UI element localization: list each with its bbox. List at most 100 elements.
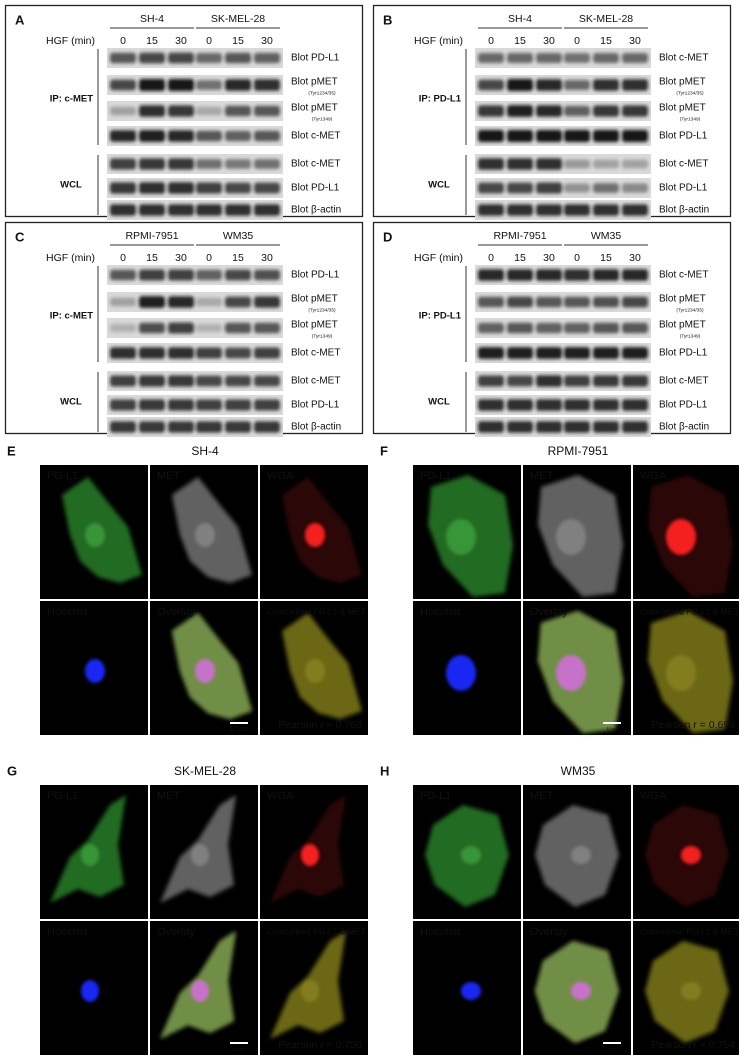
cell-line-label: WM35 bbox=[223, 230, 253, 242]
row-label: Blot pMET bbox=[659, 77, 706, 88]
channel-label: MET bbox=[530, 470, 554, 482]
blot-band bbox=[225, 79, 251, 91]
blot-band bbox=[564, 130, 590, 142]
channel-label: Overlay bbox=[530, 926, 568, 938]
timepoint-label: 0 bbox=[120, 252, 126, 264]
blot-band bbox=[168, 399, 194, 411]
blot-band bbox=[139, 322, 165, 334]
blot-band bbox=[139, 79, 165, 91]
blot-band bbox=[254, 269, 280, 281]
blot-band bbox=[110, 269, 136, 281]
timepoint-label: 15 bbox=[232, 35, 244, 47]
row-label: Blot β-actin bbox=[659, 205, 709, 216]
blot-band bbox=[478, 296, 504, 308]
cell-line-label: RPMI-7951 bbox=[125, 230, 178, 242]
nucleus bbox=[556, 519, 586, 555]
timepoint-label: 15 bbox=[600, 252, 612, 264]
blot-band bbox=[225, 105, 251, 117]
blot-band bbox=[196, 182, 222, 194]
blot-band bbox=[110, 52, 136, 64]
row-label: Blot β-actin bbox=[291, 422, 341, 433]
blot-panel: A SH-4 0 15 30 SK-MEL-28 0 15 30 HGF (min) IP: c-M… bbox=[4, 4, 364, 220]
nucleus bbox=[666, 519, 696, 555]
nucleus bbox=[85, 523, 105, 547]
blot-band bbox=[478, 105, 504, 117]
blot-band bbox=[254, 375, 280, 387]
micrograph: Overlay 10 µm bbox=[523, 601, 631, 735]
blot-band bbox=[139, 204, 165, 216]
micrograph: MET bbox=[523, 785, 631, 919]
micrograph: MET bbox=[523, 465, 631, 599]
blot-band bbox=[196, 375, 222, 387]
panel-letter: B bbox=[383, 12, 392, 27]
blot-band bbox=[593, 375, 619, 387]
blot-band bbox=[478, 399, 504, 411]
blot-band bbox=[196, 297, 222, 307]
timepoint-label: 0 bbox=[574, 252, 580, 264]
blot-band bbox=[564, 322, 590, 334]
blot-band bbox=[139, 347, 165, 359]
blot-band bbox=[478, 204, 504, 216]
micrograph: Hoechst bbox=[413, 921, 521, 1055]
channel-label: PD-L1 bbox=[420, 470, 451, 482]
blot-band bbox=[168, 347, 194, 359]
blot-band bbox=[564, 80, 590, 90]
hgf-label: HGF (min) bbox=[414, 35, 463, 47]
blot-band bbox=[478, 130, 504, 142]
blot-band bbox=[478, 158, 504, 170]
nucleus bbox=[195, 523, 215, 547]
nucleus bbox=[301, 980, 319, 1002]
scale-bar-label: 10 µm bbox=[606, 1046, 618, 1051]
blot-band bbox=[196, 347, 222, 359]
panel-letter: E bbox=[7, 443, 16, 458]
nucleus bbox=[85, 659, 105, 683]
timepoint-label: 15 bbox=[600, 35, 612, 47]
panel-title: SK-MEL-28 bbox=[174, 764, 236, 778]
blot-band bbox=[225, 347, 251, 359]
cell-line-label: SK-MEL-28 bbox=[579, 13, 633, 25]
blot-band bbox=[622, 79, 648, 91]
channel-label: MET bbox=[530, 790, 554, 802]
blot-band bbox=[110, 347, 136, 359]
row-label: Blot pMET bbox=[291, 77, 338, 88]
blot-band bbox=[622, 183, 648, 193]
blot-band bbox=[254, 296, 280, 308]
micrograph: Colocalized PD-L1 & MET Pearson r = 0.768 bbox=[260, 601, 368, 735]
blot-band bbox=[110, 421, 136, 433]
nucleus bbox=[681, 982, 701, 1000]
channel-label: WGA bbox=[640, 790, 667, 802]
row-note: (Tyr1349) bbox=[680, 333, 701, 339]
panel-title: SH-4 bbox=[191, 444, 219, 458]
timepoint-label: 0 bbox=[120, 35, 126, 47]
row-label: Blot PD-L1 bbox=[659, 131, 708, 142]
blot-band bbox=[110, 158, 136, 170]
blot-band bbox=[536, 421, 562, 433]
blot-band bbox=[196, 130, 222, 142]
row-label: Blot β-actin bbox=[659, 422, 709, 433]
micrograph: WGA bbox=[633, 785, 739, 919]
blot-band bbox=[564, 183, 590, 193]
micrograph: Hoechst bbox=[40, 601, 148, 735]
blot-band bbox=[478, 322, 504, 334]
blot-band bbox=[593, 53, 619, 63]
blot-band bbox=[536, 322, 562, 334]
blot-band bbox=[622, 105, 648, 117]
blot-band bbox=[507, 347, 533, 359]
row-label: Blot pMET bbox=[659, 320, 706, 331]
blot-band bbox=[168, 421, 194, 433]
micrograph: Overlay 10 µm bbox=[523, 921, 631, 1055]
blot-band bbox=[622, 421, 648, 433]
timepoint-label: 15 bbox=[232, 252, 244, 264]
blot-panel: C RPMI-7951 0 15 30 WM35 0 15 30 HGF (min) IP: c-M… bbox=[4, 221, 364, 437]
blot-band bbox=[254, 130, 280, 142]
blot-band bbox=[225, 182, 251, 194]
scale-bar-label: 10 µm bbox=[230, 726, 248, 733]
channel-label: Hoechst bbox=[47, 926, 87, 938]
channel-label: PD-L1 bbox=[420, 790, 451, 802]
blot-band bbox=[622, 399, 648, 411]
blot-band bbox=[478, 347, 504, 359]
blot-band bbox=[110, 106, 136, 116]
timepoint-label: 30 bbox=[543, 35, 555, 47]
timepoint-label: 15 bbox=[146, 35, 158, 47]
micrograph: PD-L1 bbox=[413, 465, 521, 599]
